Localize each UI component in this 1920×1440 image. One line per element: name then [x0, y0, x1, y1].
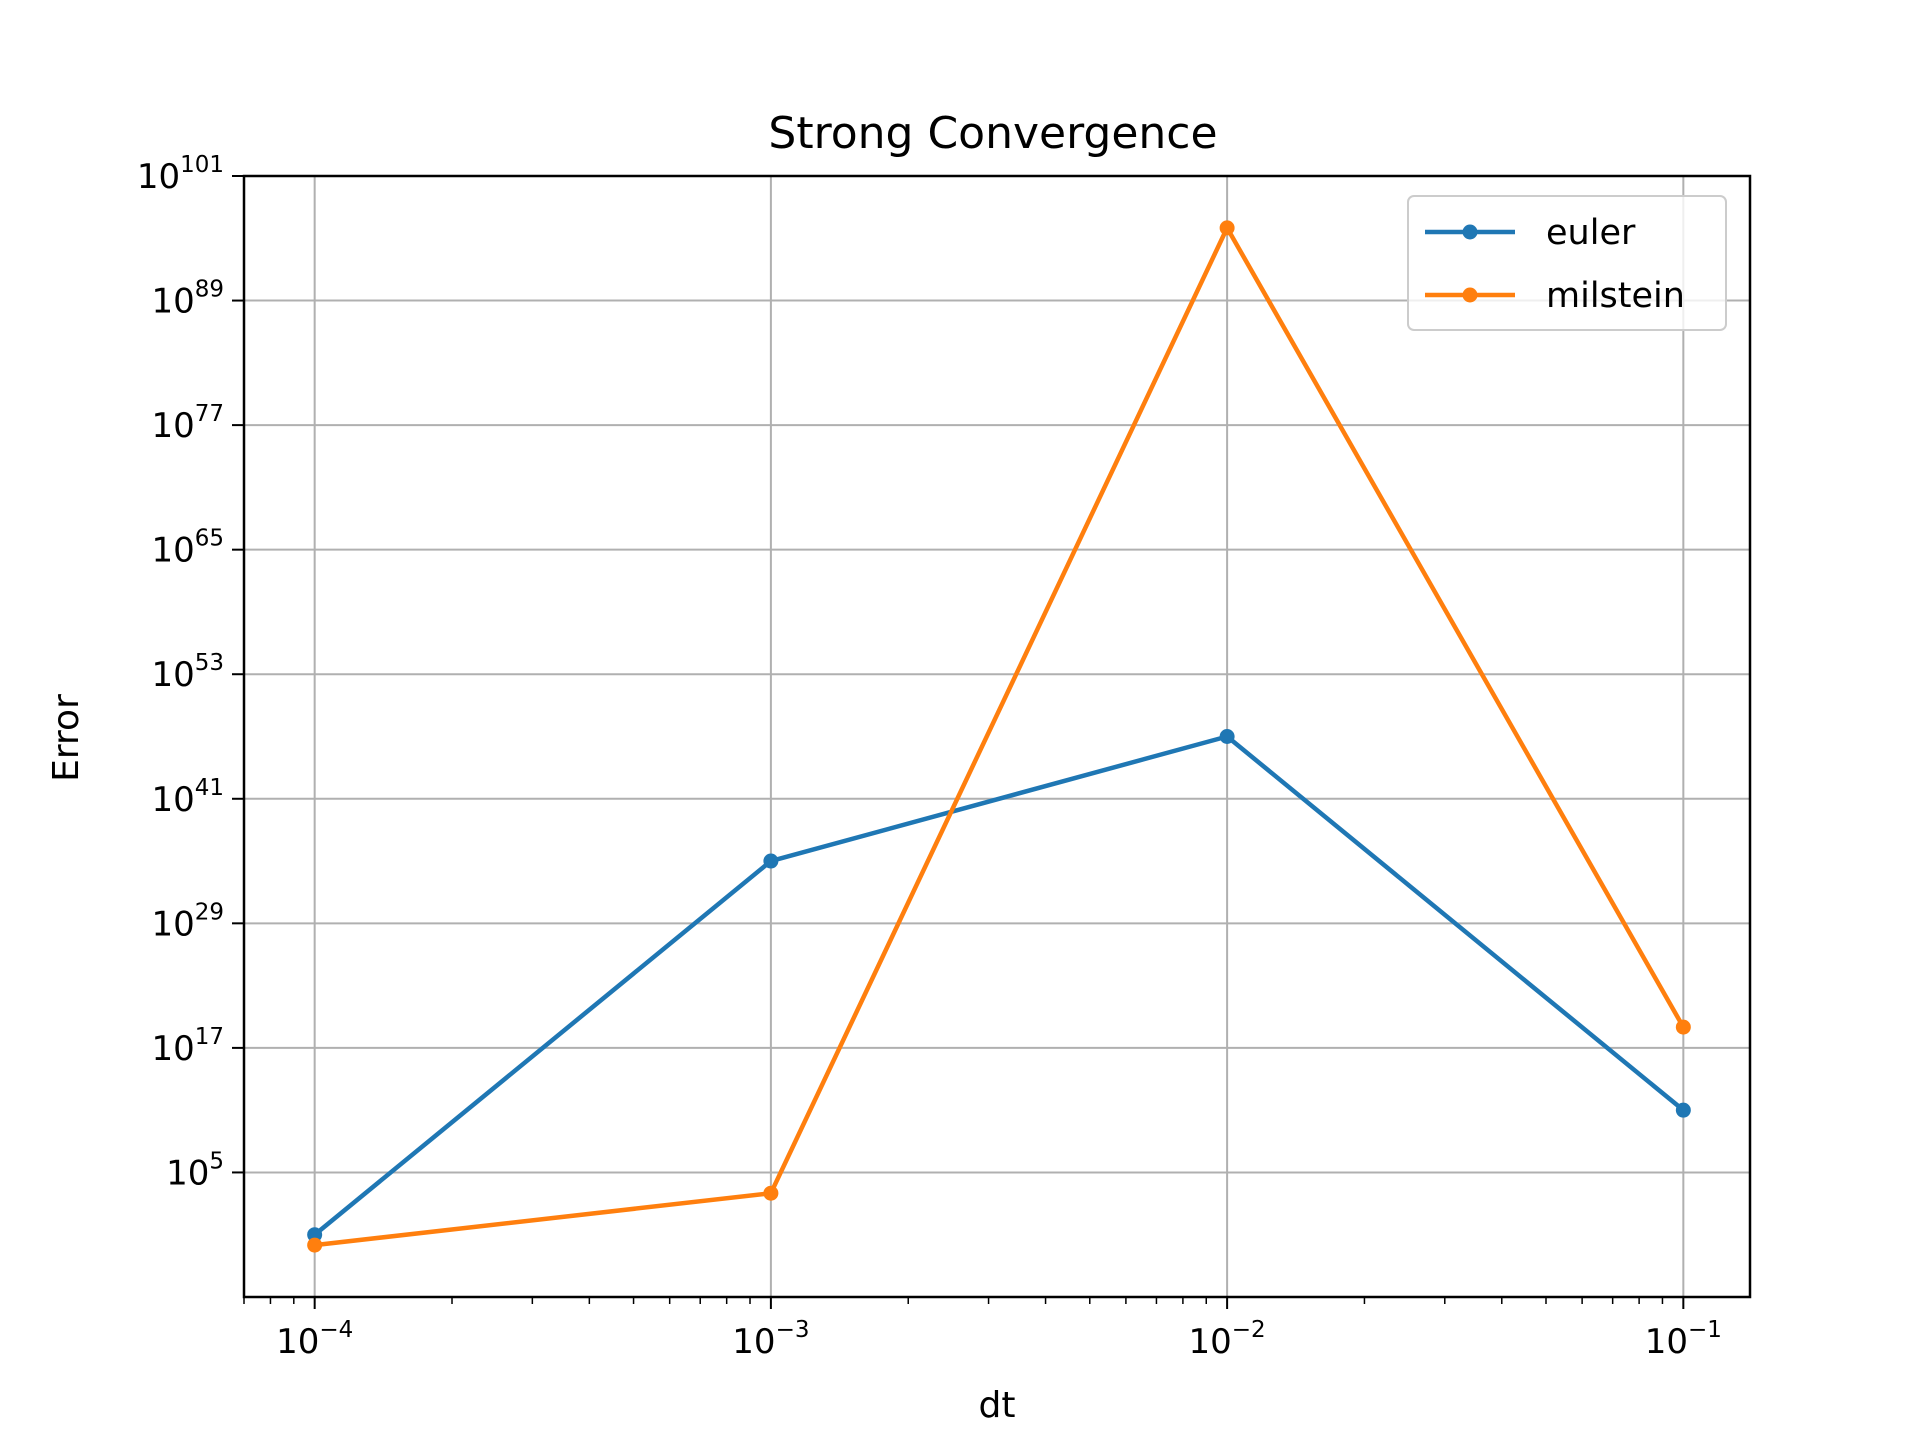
- y-tick-label: 10101: [137, 152, 224, 197]
- data-point-euler: [307, 1227, 323, 1243]
- y-tick-label: 105: [166, 1148, 224, 1193]
- y-tick-exponent: 89: [195, 277, 224, 303]
- y-tick-exponent: 17: [195, 1024, 224, 1050]
- x-tick-label: 10−1: [1645, 1317, 1722, 1362]
- chart-title: Strong Convergence: [768, 108, 1217, 159]
- y-tick-base: 10: [151, 1029, 194, 1069]
- y-tick-exponent: 29: [195, 899, 224, 925]
- x-axis-ticks: 10−4 10−3 10−2 10−1: [243, 1297, 1722, 1362]
- y-tick-base: 10: [151, 780, 194, 820]
- y-tick-base: 10: [137, 157, 180, 197]
- legend-label-euler: euler: [1546, 213, 1636, 253]
- legend-marker-milstein: [1462, 287, 1478, 303]
- data-point-milstein: [307, 1237, 323, 1253]
- y-tick-base: 10: [166, 1153, 209, 1193]
- x-tick-label: 10−3: [732, 1317, 809, 1362]
- plot-frame: [242, 174, 1752, 1299]
- y-tick-exponent: 41: [195, 775, 224, 801]
- x-tick-base: 10: [732, 1322, 775, 1362]
- x-tick-base: 10: [1645, 1322, 1688, 1362]
- data-point-milstein: [1675, 1019, 1691, 1035]
- x-tick-base: 10: [1189, 1322, 1232, 1362]
- data-point-euler: [1219, 729, 1235, 744]
- y-tick-label: 1089: [151, 277, 224, 322]
- y-tick-label: 1065: [151, 526, 224, 571]
- y-tick-label: 1017: [151, 1024, 224, 1069]
- data-point-euler: [1675, 1102, 1691, 1118]
- y-axis-label: Error: [46, 694, 87, 782]
- x-tick-label: 10−2: [1189, 1317, 1266, 1362]
- y-tick-base: 10: [151, 904, 194, 944]
- x-tick-exponent: −2: [1232, 1317, 1266, 1343]
- y-tick-label: 1053: [151, 650, 224, 695]
- x-tick-exponent: −4: [319, 1317, 353, 1343]
- data-point-milstein: [763, 1185, 779, 1201]
- data-point-milstein: [1219, 220, 1235, 236]
- y-tick-base: 10: [151, 531, 194, 571]
- y-tick-label: 1077: [151, 401, 224, 446]
- series-group: [307, 220, 1691, 1253]
- series-line-milstein: [314, 225, 1686, 1248]
- x-tick-label: 10−4: [276, 1317, 353, 1362]
- legend-marker-euler: [1462, 224, 1478, 240]
- y-tick-exponent: 5: [209, 1148, 224, 1174]
- y-tick-label: 1041: [151, 775, 224, 820]
- y-tick-exponent: 53: [195, 650, 224, 676]
- y-tick-label: 1029: [151, 899, 224, 944]
- y-tick-base: 10: [151, 655, 194, 695]
- series-line-euler: [313, 734, 1685, 1237]
- y-tick-exponent: 65: [195, 526, 224, 552]
- y-tick-base: 10: [151, 406, 194, 446]
- x-tick-exponent: −1: [1688, 1317, 1722, 1343]
- legend: euler milstein: [1407, 195, 1727, 331]
- y-tick-exponent: 101: [180, 152, 224, 178]
- x-tick-base: 10: [276, 1322, 319, 1362]
- y-tick-exponent: 77: [195, 401, 224, 427]
- x-tick-exponent: −3: [776, 1317, 810, 1343]
- x-axis-label: dt: [979, 1385, 1016, 1426]
- data-point-euler: [763, 853, 779, 869]
- legend-label-milstein: milstein: [1546, 276, 1685, 316]
- y-tick-base: 10: [151, 282, 194, 322]
